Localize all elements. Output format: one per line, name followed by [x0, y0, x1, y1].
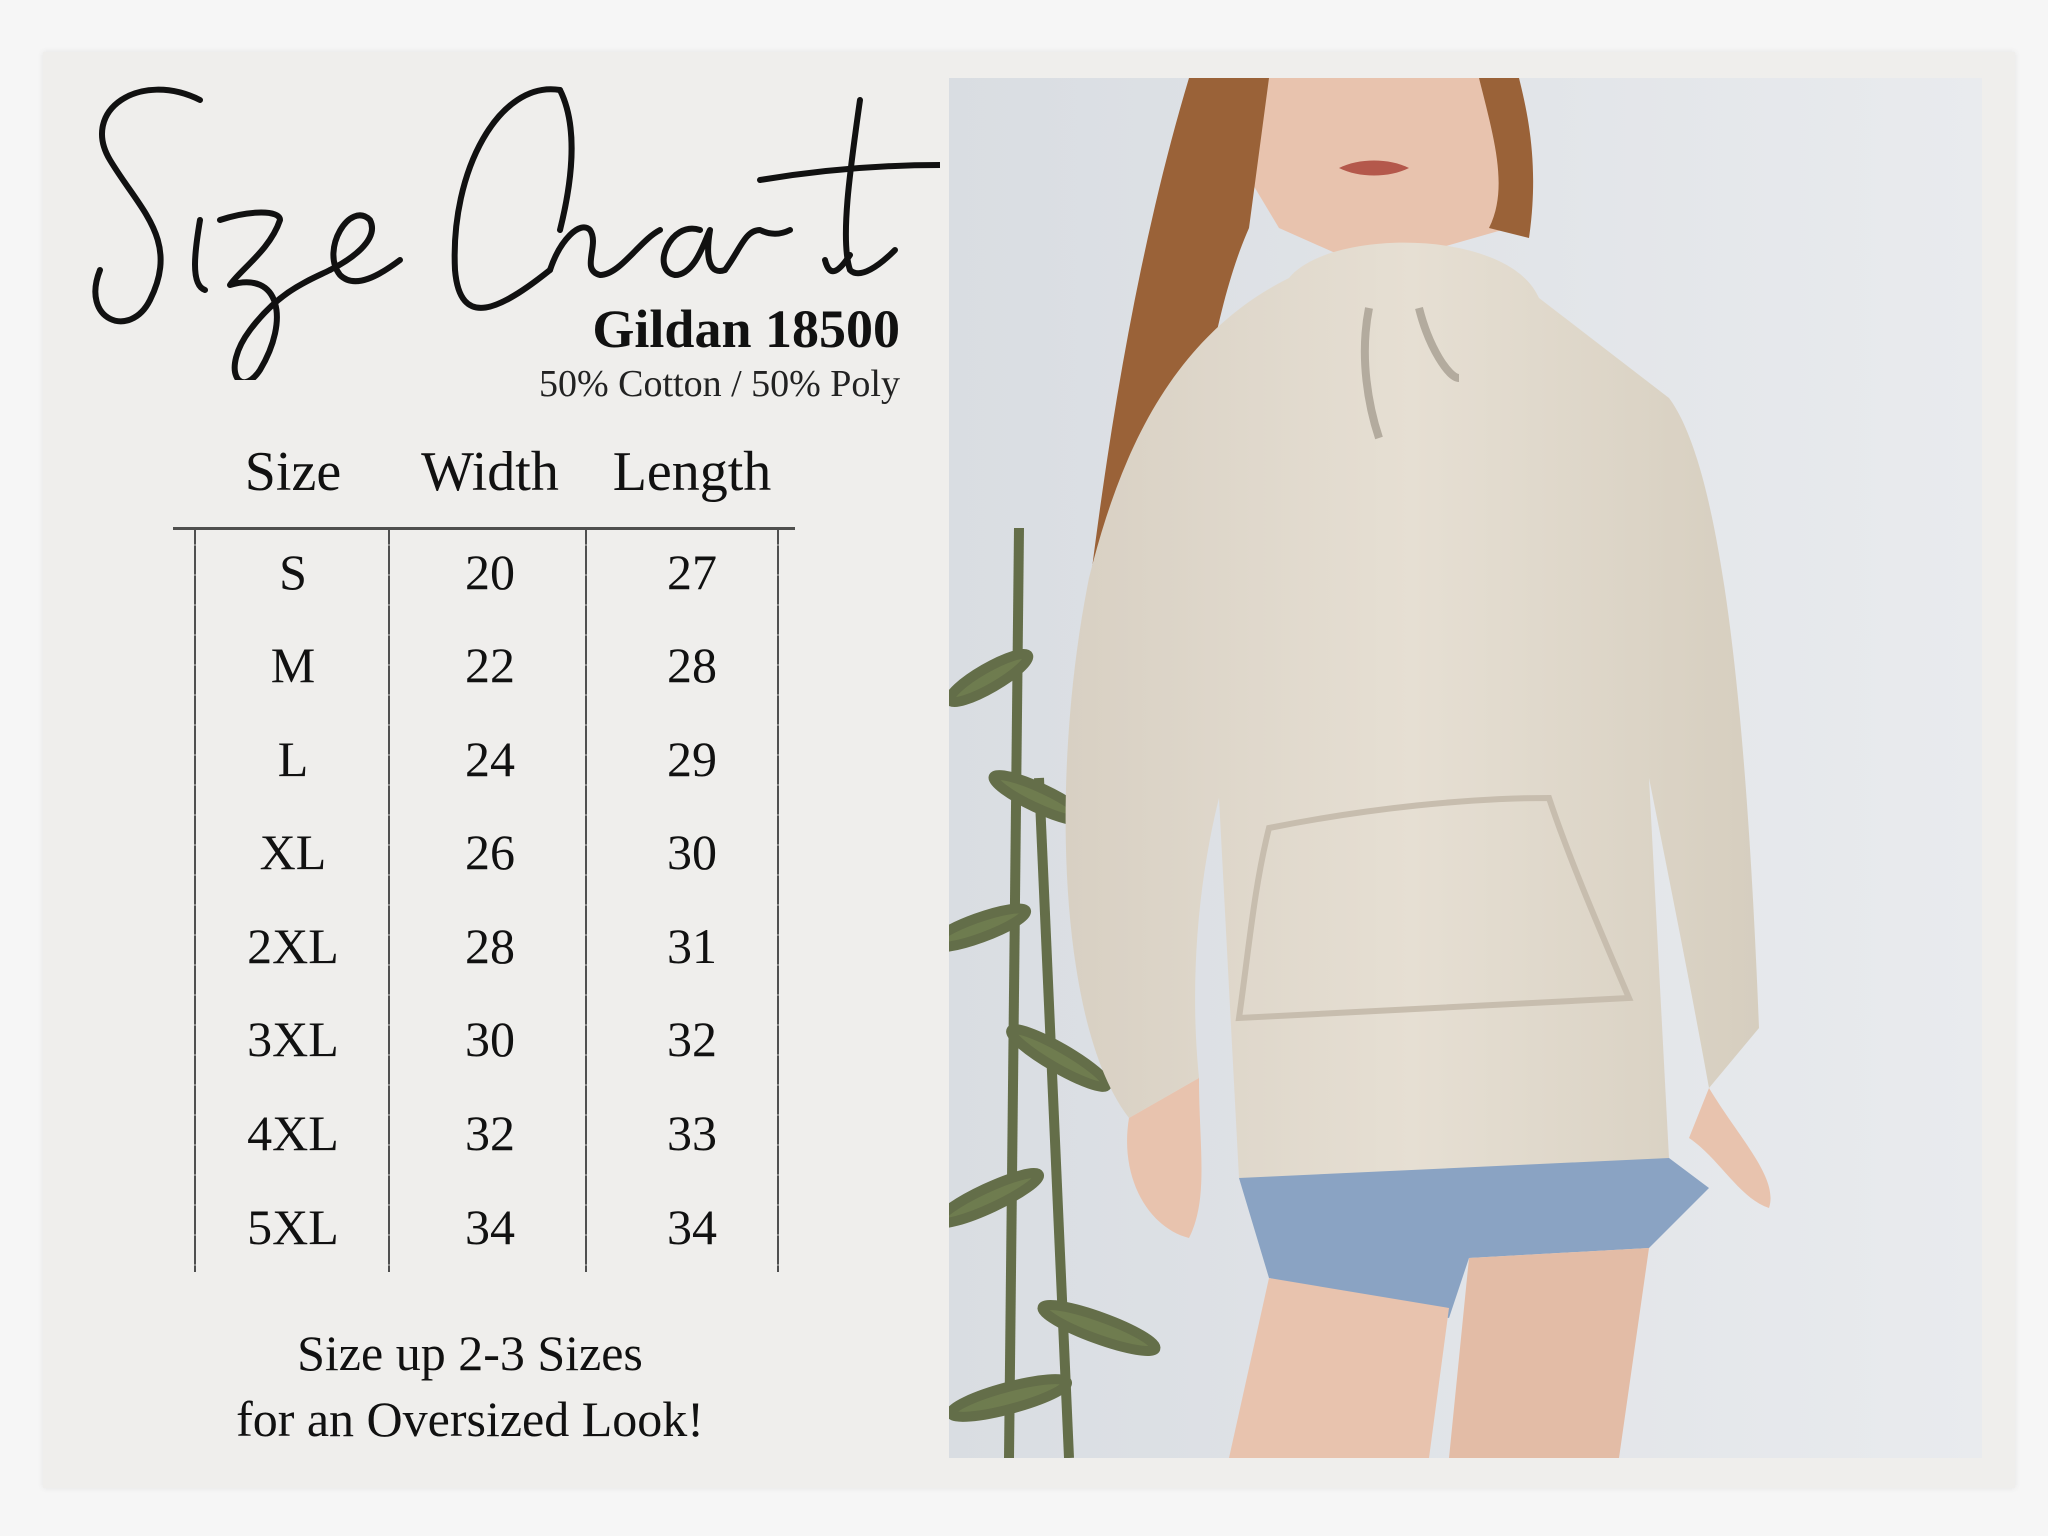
cell-length: 30 [667, 824, 717, 880]
header-length: Length [612, 441, 772, 503]
table-divider [777, 530, 779, 1272]
cell-size: 3XL [247, 1011, 339, 1067]
table-divider [194, 530, 196, 1272]
sizing-note: Size up 2-3 Sizes for an Oversized Look! [110, 1320, 830, 1452]
cell-length: 33 [667, 1105, 717, 1161]
cell-size: XL [259, 824, 327, 880]
cell-width: 22 [465, 637, 515, 693]
cell-length: 34 [667, 1199, 717, 1255]
cell-length: 31 [667, 918, 717, 974]
model-photo [949, 78, 1982, 1458]
cell-length: 32 [667, 1011, 717, 1067]
cell-width: 28 [465, 918, 515, 974]
header-size: Size [244, 441, 342, 503]
sizing-note-line2: for an Oversized Look! [236, 1391, 704, 1447]
cell-length: 27 [667, 544, 717, 600]
table-divider [388, 530, 390, 1272]
table-header-rule [173, 527, 795, 530]
table-divider [585, 530, 587, 1272]
header-width: Width [421, 441, 559, 503]
sizing-note-line1: Size up 2-3 Sizes [297, 1325, 643, 1381]
cell-size: L [277, 731, 309, 787]
cell-size: S [279, 544, 307, 600]
cell-width: 32 [465, 1105, 515, 1161]
cell-length: 28 [667, 637, 717, 693]
size-chart-title [80, 70, 943, 386]
cell-size: 5XL [247, 1199, 339, 1255]
cell-size: 2XL [247, 918, 339, 974]
cell-width: 26 [465, 824, 515, 880]
cell-length: 29 [667, 731, 717, 787]
product-fabric: 50% Cotton / 50% Poly [538, 363, 900, 405]
cell-width: 30 [465, 1011, 515, 1067]
cell-width: 34 [465, 1199, 515, 1255]
cell-width: 20 [465, 544, 515, 600]
cell-size: 4XL [247, 1105, 339, 1161]
product-brand: Gildan 18500 [592, 299, 900, 359]
cell-width: 24 [465, 731, 515, 787]
cell-size: M [270, 637, 316, 693]
